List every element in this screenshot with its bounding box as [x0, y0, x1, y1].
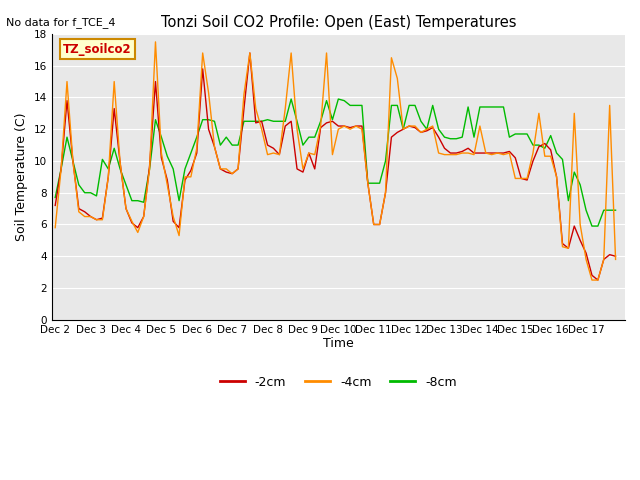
Text: No data for f_TCE_4: No data for f_TCE_4 [6, 17, 116, 28]
Text: TZ_soilco2: TZ_soilco2 [63, 43, 132, 56]
Title: Tonzi Soil CO2 Profile: Open (East) Temperatures: Tonzi Soil CO2 Profile: Open (East) Temp… [161, 15, 516, 30]
X-axis label: Time: Time [323, 337, 354, 350]
Legend: -2cm, -4cm, -8cm: -2cm, -4cm, -8cm [215, 371, 462, 394]
Y-axis label: Soil Temperature (C): Soil Temperature (C) [15, 113, 28, 241]
